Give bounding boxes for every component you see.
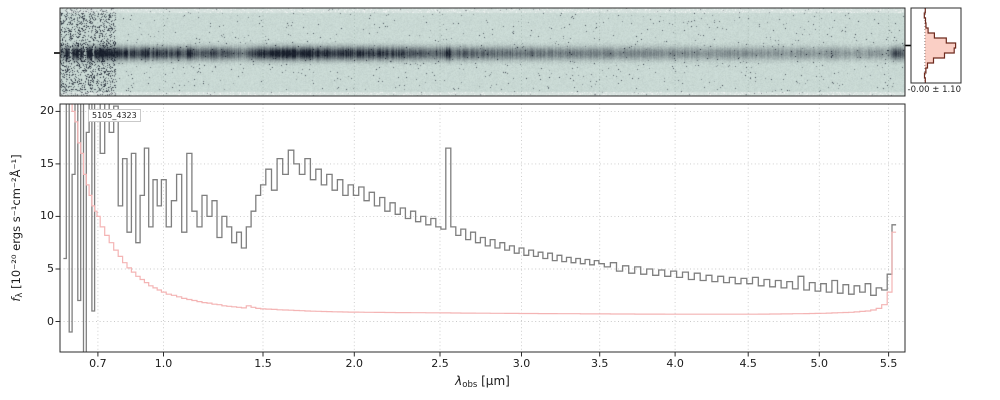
y-axis-label: fλ [10⁻²⁰ ergs s⁻¹cm⁻²Å⁻¹]	[9, 154, 25, 301]
y-tick-label: 20	[40, 104, 54, 118]
y-axis-label-sub: λ	[15, 292, 25, 298]
x-tick-label: 2.5	[431, 357, 449, 370]
y-axis-label-unit: [10⁻²⁰ ergs s⁻¹cm⁻²Å⁻¹]	[9, 154, 23, 293]
y-tick-label: 10	[40, 209, 54, 223]
source-id-label: 5105_4323	[88, 109, 141, 122]
x-axis-label-lambda: λ	[455, 374, 463, 388]
x-tick-label: 2.0	[345, 357, 364, 370]
profile-stats-label: -0.00 ± 1.10	[907, 85, 961, 95]
x-axis-label: λobs [μm]	[60, 374, 905, 390]
x-axis-label-unit: [μm]	[477, 374, 510, 388]
x-tick-label: 1.0	[154, 357, 173, 370]
2d-spectrum-image	[60, 8, 905, 96]
x-tick-label: 3.0	[512, 357, 531, 370]
x-tick-label: 4.0	[666, 357, 684, 370]
y-tick-label: 15	[40, 156, 54, 170]
y-axis-label-f: f	[9, 297, 23, 302]
y-tick-label: 0	[47, 314, 54, 328]
x-tick-label: 4.5	[739, 357, 757, 370]
x-tick-label: 5.0	[810, 357, 829, 370]
y-tick-label: 5	[47, 261, 54, 275]
x-tick-label: 0.7	[89, 357, 107, 370]
x-axis-label-sub: obs	[462, 380, 478, 390]
x-tick-label: 1.5	[254, 357, 272, 370]
x-tick-label: 3.5	[590, 357, 609, 370]
x-tick-label: 5.5	[879, 357, 898, 370]
